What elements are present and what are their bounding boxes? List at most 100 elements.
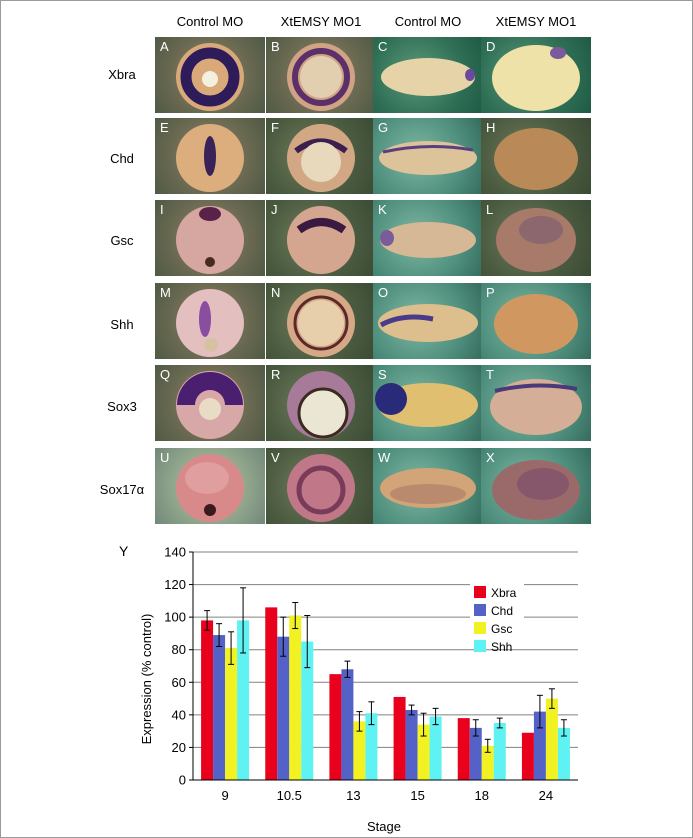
panel-letter-y: Y xyxy=(119,543,129,559)
column-header-control-mo-2: Control MO xyxy=(394,14,462,29)
panel-v: V xyxy=(266,448,376,524)
panel-j: J xyxy=(266,200,376,276)
legend-swatch-xbra xyxy=(474,586,486,598)
chart-error-bars xyxy=(204,587,567,753)
panel-h: H xyxy=(481,118,591,194)
row-header-sox3: Sox3 xyxy=(107,399,137,414)
row-header-sox17a: Sox17α xyxy=(99,482,145,497)
embryo-image xyxy=(492,460,580,520)
panel-letter: P xyxy=(486,285,495,300)
bar-gsc-10.5 xyxy=(289,615,302,780)
y-tick-label: 40 xyxy=(172,707,186,722)
legend-label-chd: Chd xyxy=(491,604,513,618)
panel-letter: E xyxy=(160,120,169,135)
y-tick-label: 80 xyxy=(172,642,186,657)
panel-letter: W xyxy=(378,450,391,465)
legend-swatch-chd xyxy=(474,604,486,616)
embryo-image xyxy=(287,43,355,111)
bar-gsc-9 xyxy=(225,648,238,780)
panel-f: F xyxy=(266,118,376,194)
x-tick-label: 13 xyxy=(346,788,360,803)
panel-letter: L xyxy=(486,202,494,217)
bar-gsc-13 xyxy=(353,721,366,780)
panel-c: C xyxy=(373,37,483,113)
row-header-shh: Shh xyxy=(110,317,134,332)
panel-x: X xyxy=(481,448,591,524)
x-tick-label: 9 xyxy=(221,788,228,803)
bar-gsc-18 xyxy=(481,745,494,780)
expression-chart: 0 20 40 60 80 100 120 140 9 10.5 13 15 18 24 Y Expre… xyxy=(119,543,578,834)
bar-gsc-24 xyxy=(545,698,558,780)
embryo-image xyxy=(176,43,244,111)
embryo-image xyxy=(287,206,355,274)
panel-letter: A xyxy=(160,39,169,54)
embryo-image xyxy=(176,289,244,357)
panel-o: O xyxy=(373,283,483,359)
bar-xbra-15 xyxy=(393,696,406,780)
bar-shh-18 xyxy=(493,723,506,780)
panel-k: K xyxy=(373,200,483,276)
x-tick-label: 15 xyxy=(410,788,424,803)
legend-label-gsc: Gsc xyxy=(491,622,512,636)
bar-chd-24 xyxy=(533,711,546,780)
bar-shh-15 xyxy=(429,716,442,780)
panel-letter: S xyxy=(378,367,387,382)
panel-m: M xyxy=(155,283,265,359)
panel-letter: B xyxy=(271,39,280,54)
x-tick-label: 10.5 xyxy=(277,788,302,803)
bar-shh-9 xyxy=(237,620,250,780)
panel-letter: T xyxy=(486,367,494,382)
panel-s: S xyxy=(373,365,483,441)
y-tick-labels: 0 20 40 60 80 100 120 140 xyxy=(164,545,193,788)
x-tick-labels: 9 10.5 13 15 18 24 xyxy=(221,788,553,803)
embryo-image xyxy=(379,141,477,175)
panel-letter: G xyxy=(378,120,389,135)
panel-d: D xyxy=(481,37,591,113)
panel-letter: M xyxy=(160,285,171,300)
embryo-image xyxy=(375,383,478,427)
bar-chd-9 xyxy=(213,635,226,780)
legend-label-xbra: Xbra xyxy=(491,586,517,600)
y-tick-label: 20 xyxy=(172,740,186,755)
legend-swatch-gsc xyxy=(474,622,486,634)
embryo-image xyxy=(287,124,355,192)
panel-l: L xyxy=(481,200,591,276)
y-tick-label: 120 xyxy=(164,577,186,592)
embryo-image xyxy=(176,371,244,439)
bar-chd-13 xyxy=(341,669,354,780)
panel-b: B xyxy=(266,37,376,113)
panel-g: G xyxy=(373,118,483,194)
column-header-control-mo-1: Control MO xyxy=(176,14,244,29)
bar-shh-13 xyxy=(365,713,378,780)
panel-letter: F xyxy=(271,120,279,135)
embryo-image xyxy=(380,222,476,258)
bar-xbra-9 xyxy=(201,620,214,780)
bar-shh-10.5 xyxy=(301,641,314,780)
embryo-image xyxy=(496,208,576,272)
bar-gsc-15 xyxy=(417,724,430,780)
x-tick-label: 18 xyxy=(475,788,489,803)
bar-chd-10.5 xyxy=(277,636,290,780)
chart-grid xyxy=(193,551,578,748)
y-tick-label: 140 xyxy=(164,545,186,560)
x-axis-label: Stage xyxy=(367,819,401,834)
panel-letter: U xyxy=(160,450,170,465)
embryo-image xyxy=(287,454,355,522)
legend-label-shh: Shh xyxy=(491,640,512,654)
panel-letter: H xyxy=(486,120,496,135)
panel-w: W xyxy=(373,448,483,524)
chart-bars xyxy=(201,607,570,780)
embryo-image xyxy=(381,58,475,96)
y-axis-label: Expression (% control) xyxy=(139,614,154,745)
panel-p: P xyxy=(481,283,591,359)
row-header-gsc: Gsc xyxy=(110,233,134,248)
embryo-image xyxy=(380,468,476,508)
panel-t: T xyxy=(481,365,591,441)
y-tick-label: 60 xyxy=(172,675,186,690)
bar-shh-24 xyxy=(557,727,570,780)
embryo-image xyxy=(176,124,244,192)
y-tick-label: 100 xyxy=(164,610,186,625)
panel-letter: J xyxy=(271,202,278,217)
panel-n: N xyxy=(266,283,376,359)
embryo-image xyxy=(490,379,582,435)
